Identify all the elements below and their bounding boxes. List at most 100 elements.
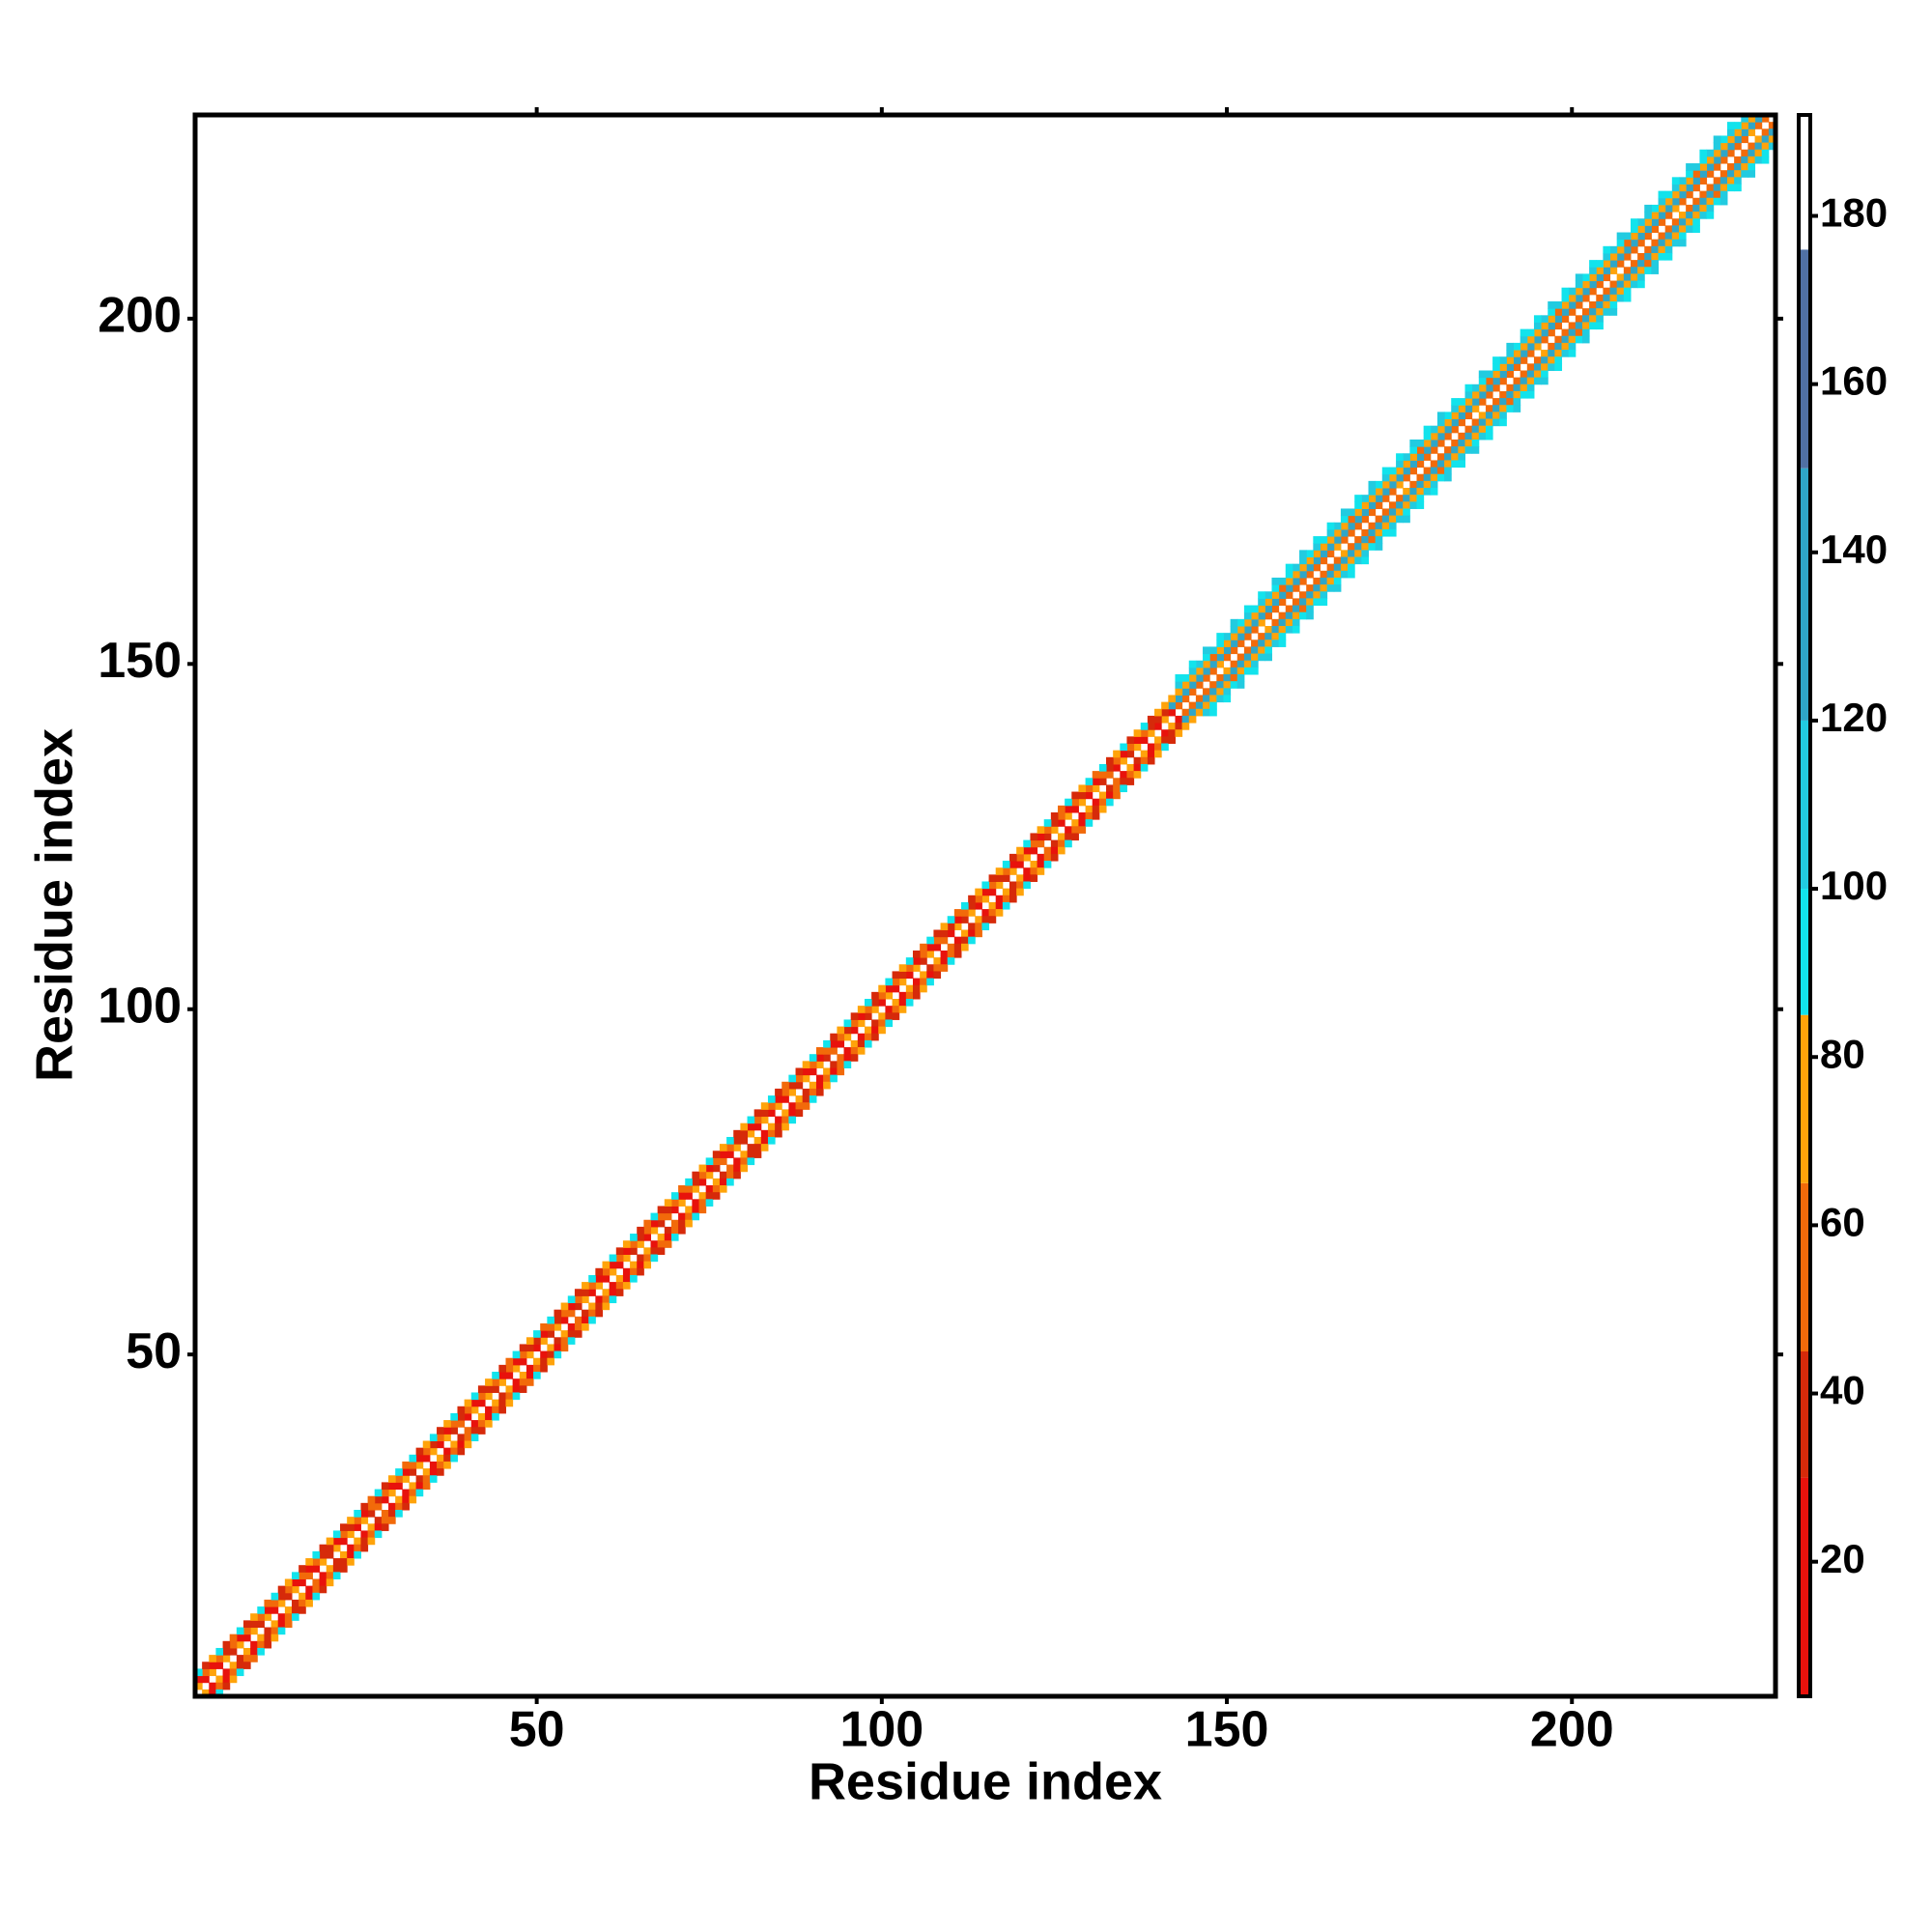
heatmap-cell <box>1436 425 1445 434</box>
heatmap-cell <box>643 1261 652 1269</box>
heatmap-cell <box>1513 384 1521 392</box>
heatmap-cell <box>312 1558 321 1566</box>
heatmap-cell <box>1603 267 1611 274</box>
heatmap-cell <box>1368 543 1377 551</box>
heatmap-cell <box>492 1372 499 1379</box>
heatmap-cell <box>1686 212 1693 219</box>
heatmap-cell <box>1630 225 1638 234</box>
heatmap-cell <box>547 1350 554 1359</box>
heatmap-cell <box>437 1468 444 1476</box>
heatmap-cell <box>747 1157 755 1166</box>
heatmap-cell <box>1485 418 1493 427</box>
heatmap-cell <box>1768 122 1776 129</box>
heatmap-cell <box>1734 177 1742 185</box>
heatmap-cell <box>1403 501 1410 509</box>
heatmap-cell <box>953 950 962 958</box>
heatmap-cell <box>1651 252 1660 261</box>
heatmap-cell <box>1436 432 1445 440</box>
heatmap-cell <box>1533 356 1542 364</box>
heatmap-cell <box>388 1502 396 1511</box>
heatmap-cell <box>526 1364 534 1373</box>
heatmap-cell <box>1713 177 1721 185</box>
heatmap-cell <box>526 1337 534 1345</box>
heatmap-cell <box>1671 190 1680 199</box>
heatmap-cell <box>1630 218 1638 226</box>
heatmap-cell <box>1016 881 1024 890</box>
heatmap-cell <box>622 1247 631 1255</box>
heatmap-cell <box>1609 301 1618 309</box>
heatmap-cell <box>622 1240 631 1248</box>
heatmap-cell <box>1375 543 1383 551</box>
heatmap-cell <box>1658 245 1666 254</box>
heatmap-cell <box>995 895 1004 903</box>
heatmap-cell <box>615 1261 624 1269</box>
heatmap-cell <box>1306 550 1314 558</box>
heatmap-cell <box>1754 142 1763 151</box>
heatmap-cell <box>505 1357 514 1366</box>
heatmap-cell <box>1348 570 1355 579</box>
heatmap-cell <box>588 1309 596 1318</box>
heatmap-cell <box>892 971 900 980</box>
heatmap-cell <box>1375 522 1383 530</box>
heatmap-cell <box>1554 322 1563 330</box>
heatmap-cell <box>1492 356 1500 364</box>
heatmap-cell <box>1436 439 1445 447</box>
heatmap-cell <box>871 991 879 1000</box>
heatmap-cell <box>526 1344 534 1352</box>
heatmap-cell <box>995 867 1004 875</box>
heatmap-cell <box>1354 550 1362 558</box>
heatmap-cell <box>422 1468 431 1476</box>
heatmap-cell <box>492 1412 499 1421</box>
heatmap-cell <box>615 1254 624 1263</box>
heatmap-cell <box>698 1171 707 1179</box>
heatmap-cell <box>1243 605 1252 613</box>
heatmap-cell <box>823 1067 831 1076</box>
heatmap-cell <box>1526 384 1535 392</box>
heatmap-cell <box>1458 398 1466 406</box>
heatmap-cell <box>1023 846 1031 855</box>
heatmap-cell <box>1306 605 1314 613</box>
heatmap-cell <box>554 1337 562 1345</box>
heatmap-cell <box>381 1509 389 1518</box>
heatmap-cell <box>533 1372 541 1379</box>
heatmap-cell <box>360 1517 369 1524</box>
heatmap-cell <box>1113 784 1121 793</box>
heatmap-cell <box>477 1385 486 1393</box>
heatmap-cell <box>898 971 907 980</box>
heatmap-cell <box>1423 453 1432 461</box>
heatmap-cell <box>1561 350 1570 357</box>
heatmap-cell <box>1637 232 1645 241</box>
heatmap-cell <box>1354 495 1362 502</box>
heatmap-cell <box>1078 798 1087 807</box>
heatmap-cell <box>1686 163 1693 171</box>
heatmap-cell <box>920 950 927 958</box>
heatmap-cell <box>222 1668 231 1677</box>
heatmap-cell <box>1009 881 1017 890</box>
heatmap-cell <box>1230 639 1238 647</box>
heatmap-cell <box>1658 197 1666 206</box>
heatmap-cell <box>1092 778 1100 785</box>
heatmap-cell <box>837 1054 845 1062</box>
heatmap-cell <box>1230 646 1238 655</box>
heatmap-cell <box>422 1440 431 1449</box>
heatmap-cell <box>1485 412 1493 420</box>
heatmap-cell <box>1533 363 1542 371</box>
heatmap-cell <box>1554 363 1563 371</box>
heatmap-cell <box>1609 267 1618 274</box>
heatmap-cell <box>1609 287 1618 296</box>
heatmap-cell <box>270 1606 279 1614</box>
heatmap-cell <box>1368 501 1377 509</box>
colorbar-frame <box>1797 113 1812 1698</box>
heatmap-cell <box>1396 467 1404 475</box>
heatmap-cell <box>1195 695 1204 703</box>
heatmap-cell <box>374 1517 383 1524</box>
heatmap-cell <box>567 1309 576 1318</box>
heatmap-cell <box>1761 142 1770 151</box>
x-tick-label: 150 <box>1185 1702 1269 1758</box>
heatmap-cell <box>1326 528 1335 537</box>
heatmap-cell <box>1292 584 1300 592</box>
heatmap-cell <box>1264 598 1272 607</box>
colorbar-tick-label: 40 <box>1820 1368 1865 1413</box>
heatmap-cell <box>498 1406 506 1414</box>
heatmap-cell <box>533 1337 541 1345</box>
